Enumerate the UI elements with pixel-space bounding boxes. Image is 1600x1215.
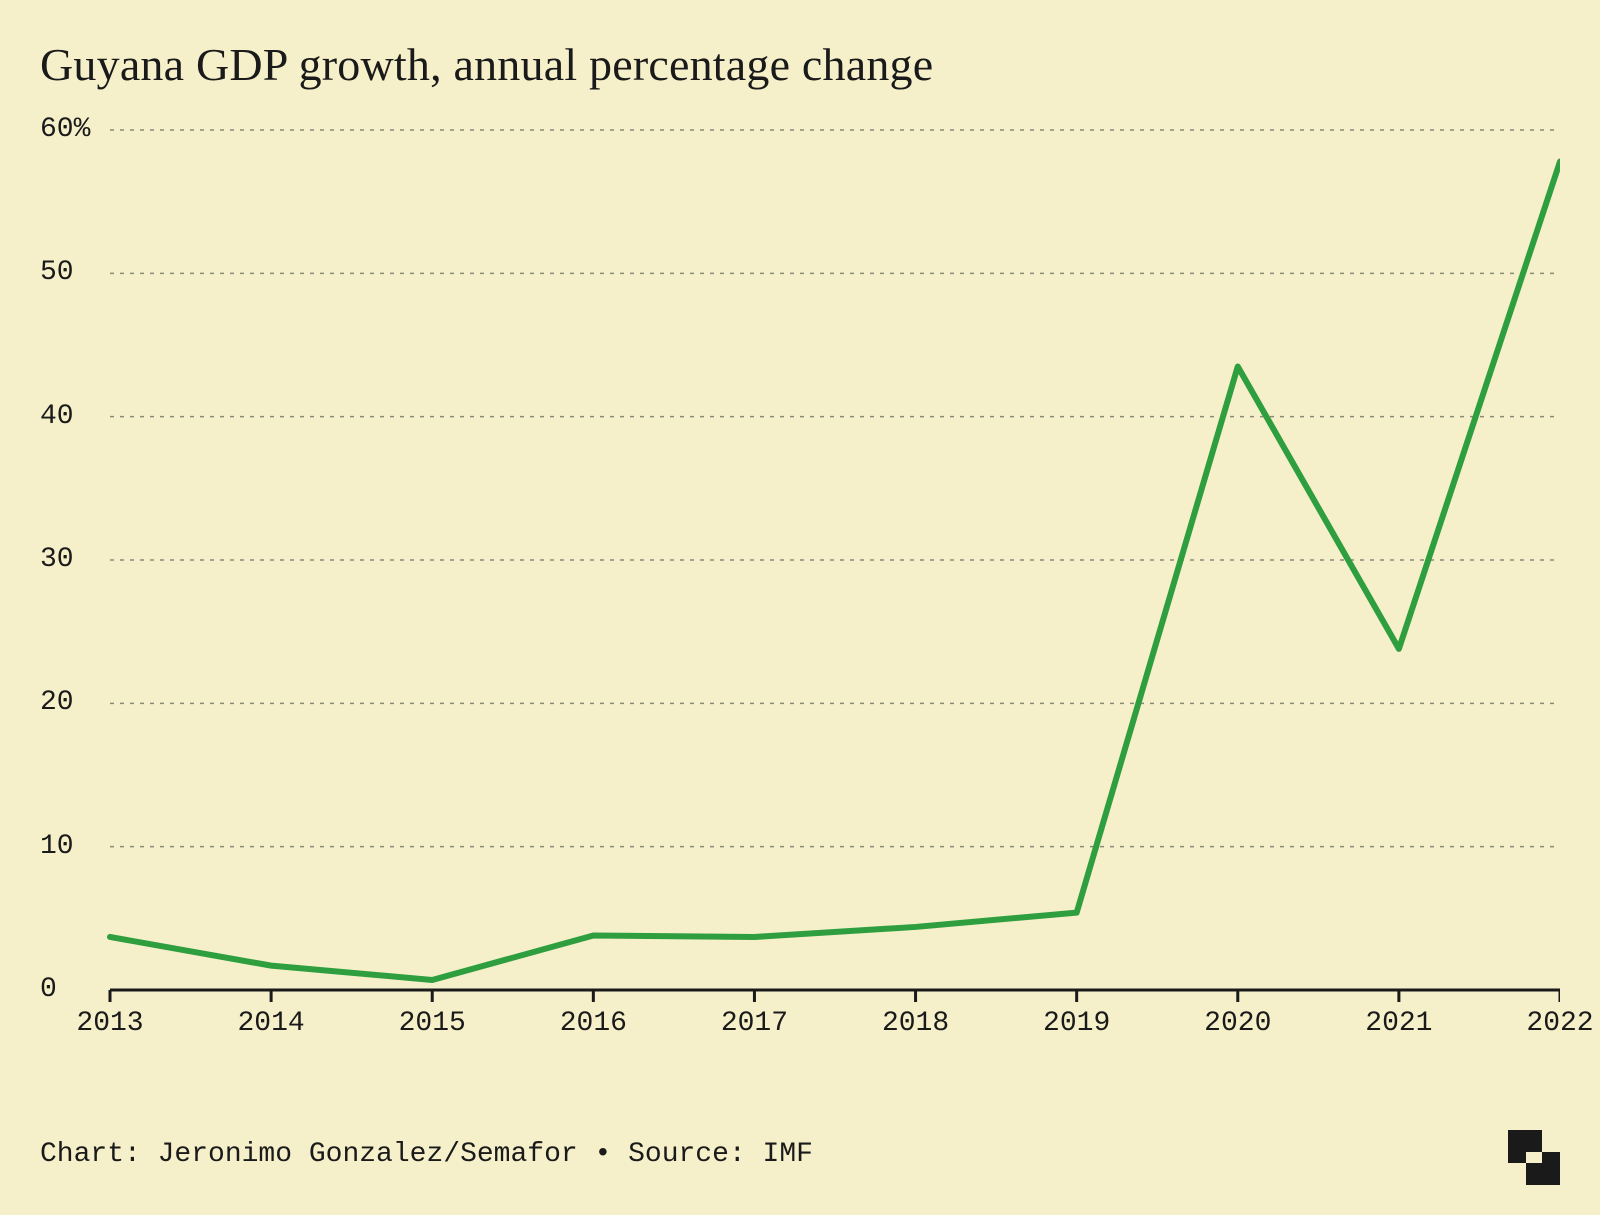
y-tick-label: 60% [40, 114, 90, 145]
x-tick-label: 2016 [560, 1008, 627, 1039]
y-tick-label: 30 [40, 544, 74, 575]
y-tick-label: 20 [40, 687, 74, 718]
chart-svg [40, 120, 1560, 1040]
x-tick-label: 2014 [238, 1008, 305, 1039]
chart-container: Guyana GDP growth, annual percentage cha… [0, 0, 1600, 1215]
chart-plot-area: 0102030405060%20132014201520162017201820… [40, 120, 1560, 1040]
y-tick-label: 50 [40, 257, 74, 288]
x-tick-label: 2015 [399, 1008, 466, 1039]
x-tick-label: 2022 [1526, 1008, 1593, 1039]
x-tick-label: 2017 [721, 1008, 788, 1039]
y-tick-label: 10 [40, 831, 74, 862]
semafor-logo-icon [1508, 1130, 1560, 1185]
x-tick-label: 2013 [76, 1008, 143, 1039]
chart-credit: Chart: Jeronimo Gonzalez/Semafor • Sourc… [40, 1139, 813, 1170]
y-tick-label: 0 [40, 974, 57, 1005]
x-tick-label: 2020 [1204, 1008, 1271, 1039]
chart-title: Guyana GDP growth, annual percentage cha… [40, 38, 933, 91]
x-tick-label: 2018 [882, 1008, 949, 1039]
x-tick-label: 2019 [1043, 1008, 1110, 1039]
x-tick-label: 2021 [1365, 1008, 1432, 1039]
y-tick-label: 40 [40, 401, 74, 432]
